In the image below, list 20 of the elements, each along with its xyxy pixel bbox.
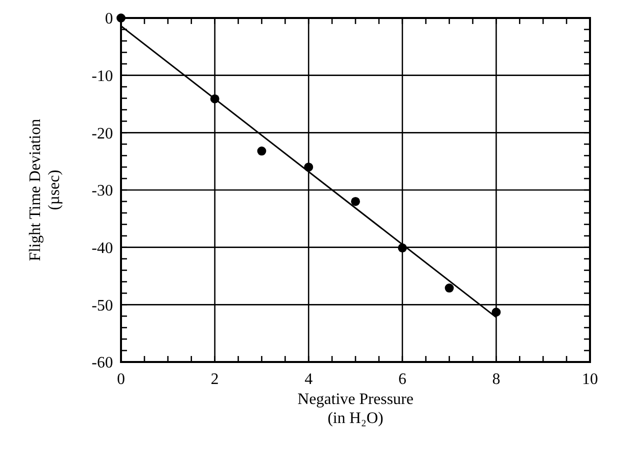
x-tick-label: 8	[492, 371, 500, 388]
y-tick-label: -50	[92, 297, 113, 314]
y-tick-label: -30	[92, 182, 113, 200]
point	[257, 146, 266, 156]
point	[444, 284, 454, 293]
point	[351, 196, 360, 206]
point	[116, 14, 126, 22]
point	[492, 308, 501, 317]
x-axis-title: Negative Pressure (in H₂O)	[298, 391, 414, 427]
y-tick-label: -60	[92, 354, 113, 372]
y-tick-label: -10	[92, 68, 113, 85]
x-tick-label: 10	[582, 371, 598, 388]
x-tick-label: 2	[210, 371, 219, 388]
x-tick-label: 0	[117, 371, 125, 388]
x-tick-label: 4	[304, 371, 313, 388]
x-tick-label: 6	[398, 371, 406, 388]
y-tick-label: -40	[92, 240, 113, 257]
y-tick-label: 0	[105, 10, 113, 28]
y-axis-title: Flight Time Deviation (µsec)	[27, 118, 63, 262]
y-tick-label: -20	[92, 125, 113, 142]
